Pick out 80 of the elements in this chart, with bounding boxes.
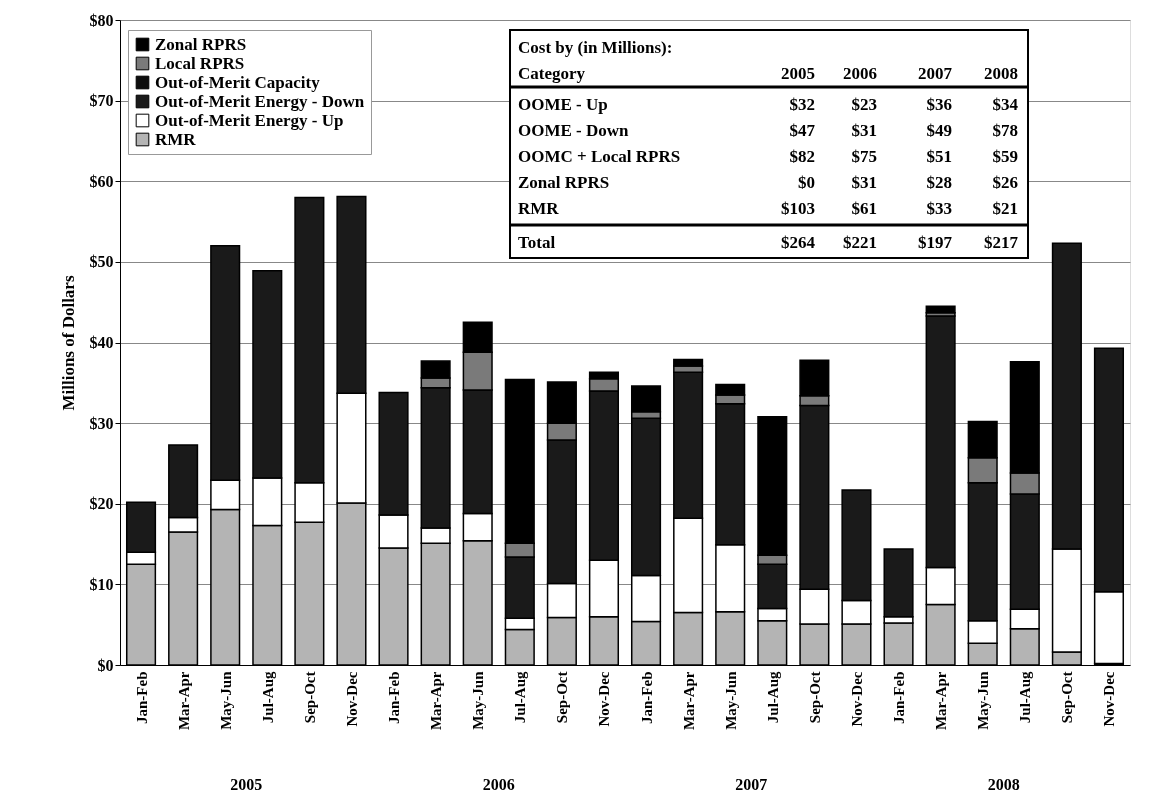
annotation: $31	[851, 121, 877, 140]
y-axis-title: Millions of Dollars	[58, 275, 78, 411]
x-tick-label: Sep-Oct	[554, 671, 571, 724]
annotation: $75	[851, 147, 877, 166]
x-tick-label: May-Jun	[217, 670, 234, 730]
annotation: $61	[851, 199, 877, 218]
legend-label: Local RPRS	[155, 53, 245, 73]
x-tick-label: Sep-Oct	[1059, 671, 1076, 724]
annotation: $78	[992, 121, 1018, 140]
x-tick-label: Sep-Oct	[301, 671, 318, 724]
annotation: $82	[789, 147, 815, 166]
text: 2006	[482, 776, 515, 793]
y-tick-label: $70	[89, 92, 114, 110]
text: 2007	[735, 776, 768, 793]
annotation: 2007	[918, 64, 953, 83]
text: 2005	[230, 776, 263, 793]
annotation: Total	[518, 233, 556, 252]
annotation: Category	[518, 64, 586, 83]
text: 2008	[987, 776, 1020, 793]
y-tick-label: $40	[89, 334, 114, 351]
annotation: RMR	[518, 199, 560, 218]
annotation: $21	[992, 199, 1018, 218]
annotation: $47	[789, 121, 816, 140]
annotation: 2006	[843, 64, 877, 83]
annotation: $32	[789, 95, 815, 114]
legend-label: Out-of-Merit Energy - Up	[155, 110, 344, 130]
x-tick-label: May-Jun	[722, 670, 739, 730]
annotation: $31	[851, 173, 877, 192]
x-tick-label: Nov-Dec	[1101, 671, 1118, 727]
annotation: $33	[926, 199, 952, 218]
annotation: $264	[781, 233, 816, 252]
y-tick-label: $60	[89, 172, 114, 190]
annotation: $221	[843, 233, 877, 252]
x-tick-label: Jan-Feb	[133, 671, 150, 724]
annotation: 2005	[781, 64, 815, 83]
x-tick-label: Jul-Aug	[1017, 671, 1034, 724]
annotation: Cost by (in Millions):	[518, 38, 673, 57]
x-tick-label: Jul-Aug	[764, 671, 781, 724]
y-tick-label: $80	[89, 11, 114, 29]
legend-label: Out-of-Merit Capacity	[155, 72, 321, 92]
x-tick-label: Jul-Aug	[259, 671, 276, 724]
annotation: $28	[926, 173, 952, 192]
legend-label: Zonal RPRS	[155, 34, 247, 54]
annotation: OOME - Up	[518, 95, 608, 114]
y-tick-label: $20	[89, 495, 114, 513]
annotation: OOME - Down	[518, 121, 630, 140]
annotation: $23	[851, 95, 877, 114]
x-tick-label: Jan-Feb	[386, 671, 403, 724]
annotation: $59	[992, 147, 1018, 166]
annotation: $34	[992, 95, 1019, 114]
x-tick-label: Mar-Apr	[428, 671, 445, 731]
annotation: $26	[992, 173, 1018, 192]
y-tick-label: $30	[89, 414, 114, 432]
x-tick-label: Mar-Apr	[933, 671, 950, 731]
annotation: $0	[798, 173, 815, 192]
y-tick-label: $0	[97, 656, 114, 674]
x-tick-label: Nov-Dec	[343, 671, 360, 727]
annotation: $103	[781, 199, 815, 218]
legend-label: Out-of-Merit Energy - Down	[155, 91, 365, 111]
x-tick-label: May-Jun	[975, 670, 992, 730]
x-tick-label: May-Jun	[470, 670, 487, 730]
annotation: $197	[918, 233, 953, 252]
legend-label: RMR	[155, 129, 197, 149]
x-tick-label: Jul-Aug	[512, 671, 529, 724]
annotation: $51	[926, 147, 952, 166]
annotation: 2008	[984, 64, 1018, 83]
y-tick-label: $50	[89, 253, 114, 271]
annotation: $49	[926, 121, 952, 140]
x-tick-label: Sep-Oct	[806, 671, 823, 724]
x-tick-label: Jan-Feb	[891, 671, 908, 724]
y-tick-label: $10	[89, 575, 114, 593]
x-tick-label: Jan-Feb	[638, 671, 655, 724]
x-tick-label: Nov-Dec	[848, 671, 865, 727]
x-tick-label: Mar-Apr	[175, 671, 192, 731]
x-tick-label: Mar-Apr	[680, 671, 697, 731]
annotation: $36	[926, 95, 952, 114]
annotation: $217	[984, 233, 1019, 252]
x-tick-label: Nov-Dec	[596, 671, 613, 727]
annotation: OOMC + Local RPRS	[518, 147, 681, 166]
annotation: Zonal RPRS	[518, 173, 610, 192]
